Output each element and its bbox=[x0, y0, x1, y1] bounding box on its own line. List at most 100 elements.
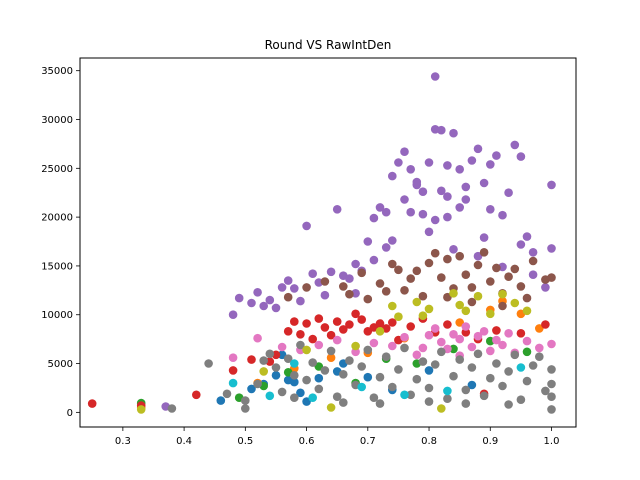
scatter-point bbox=[486, 309, 495, 319]
scatter-point bbox=[461, 385, 471, 395]
scatter-point bbox=[504, 329, 513, 338]
scatter-point bbox=[492, 335, 501, 345]
scatter-point bbox=[394, 265, 403, 275]
scatter-point bbox=[259, 301, 269, 311]
scatter-point bbox=[443, 292, 452, 302]
scatter-point bbox=[467, 363, 477, 372]
scatter-point bbox=[345, 289, 354, 299]
scatter-point bbox=[437, 404, 446, 413]
scatter-point bbox=[528, 248, 538, 257]
scatter-point bbox=[504, 367, 513, 376]
data-points bbox=[87, 72, 556, 414]
scatter-point bbox=[290, 377, 299, 387]
scatter-point bbox=[87, 399, 97, 408]
scatter-point bbox=[339, 370, 348, 379]
scatter-point bbox=[406, 390, 416, 400]
scatter-point bbox=[522, 306, 532, 316]
scatter-point bbox=[486, 160, 495, 169]
scatter-point bbox=[516, 282, 526, 291]
scatter-point bbox=[290, 284, 299, 293]
scatter-point bbox=[357, 268, 367, 278]
scatter-point bbox=[375, 203, 385, 212]
scatter-point bbox=[400, 147, 409, 156]
scatter-point bbox=[418, 209, 428, 219]
scatter-point bbox=[357, 362, 367, 371]
axis-ticks: 0.3 0.4 0.5 0.6 0.7 0.8 0.9 1.0 0 5000 10000 15000 2… bbox=[41, 66, 559, 447]
scatter-point bbox=[339, 325, 348, 334]
scatter-point bbox=[253, 379, 262, 389]
x-tick-label: 1.0 bbox=[544, 436, 560, 447]
scatter-point bbox=[492, 326, 501, 335]
scatter-point bbox=[388, 301, 397, 311]
scatter-point bbox=[437, 347, 446, 357]
scatter-point bbox=[363, 372, 373, 382]
scatter-point bbox=[369, 393, 379, 403]
y-tick-label: 20000 bbox=[41, 213, 73, 224]
scatter-point bbox=[381, 243, 391, 252]
scatter-point bbox=[375, 399, 385, 408]
scatter-point bbox=[247, 384, 256, 394]
scatter-point bbox=[400, 332, 409, 342]
scatter-point bbox=[388, 341, 397, 351]
scatter-point bbox=[418, 343, 428, 353]
scatter-point bbox=[296, 330, 305, 339]
scatter-point bbox=[455, 251, 465, 261]
scatter-point bbox=[283, 292, 293, 302]
scatter-point bbox=[418, 187, 428, 196]
scatter-point bbox=[412, 374, 422, 384]
scatter-point bbox=[541, 386, 550, 396]
scatter-point bbox=[400, 286, 409, 295]
scatter-point bbox=[547, 273, 556, 282]
scatter-point bbox=[443, 161, 452, 170]
scatter-point bbox=[369, 323, 379, 332]
scatter-point bbox=[455, 355, 465, 364]
scatter-point bbox=[290, 359, 299, 368]
scatter-point bbox=[363, 237, 373, 246]
scatter-point bbox=[357, 382, 367, 392]
scatter-point bbox=[498, 381, 507, 391]
x-tick-label: 0.4 bbox=[176, 436, 192, 447]
scatter-point bbox=[192, 390, 201, 400]
plot-area-frame bbox=[79, 57, 577, 428]
scatter-point bbox=[308, 358, 318, 367]
scatter-point bbox=[547, 392, 556, 402]
scatter-point bbox=[345, 274, 354, 283]
scatter-point bbox=[467, 297, 477, 307]
scatter-point bbox=[375, 319, 385, 328]
x-tick-label: 0.5 bbox=[237, 436, 253, 447]
scatter-point bbox=[498, 289, 507, 299]
scatter-point bbox=[406, 322, 416, 331]
scatter-point bbox=[547, 379, 556, 389]
scatter-point bbox=[449, 289, 458, 298]
scatter-point bbox=[437, 337, 446, 347]
scatter-point bbox=[461, 182, 471, 192]
scatter-point bbox=[479, 248, 489, 257]
scatter-point bbox=[424, 366, 434, 375]
scatter-point bbox=[455, 334, 465, 344]
scatter-point bbox=[516, 363, 526, 372]
scatter-point bbox=[412, 297, 422, 307]
scatter-point bbox=[473, 291, 483, 301]
y-tick-label: 10000 bbox=[41, 310, 73, 321]
scatter-point bbox=[369, 338, 379, 348]
scatter-point bbox=[461, 195, 471, 204]
scatter-point bbox=[302, 345, 311, 355]
scatter-point bbox=[381, 207, 391, 217]
scatter-point bbox=[522, 376, 532, 386]
scatter-point bbox=[424, 304, 434, 314]
scatter-point bbox=[259, 356, 269, 365]
scatter-point bbox=[302, 319, 311, 328]
scatter-point bbox=[437, 186, 446, 196]
scatter-point bbox=[449, 371, 458, 381]
scatter-point bbox=[547, 405, 556, 414]
scatter-point bbox=[332, 392, 342, 402]
scatter-point bbox=[492, 151, 501, 160]
scatter-point bbox=[528, 361, 538, 370]
scatter-point bbox=[541, 283, 550, 292]
scatter-point bbox=[406, 165, 416, 174]
scatter-point bbox=[228, 310, 238, 320]
x-tick-label: 0.7 bbox=[360, 436, 376, 447]
scatter-point bbox=[443, 254, 452, 264]
scatter-point bbox=[504, 400, 513, 409]
scatter-point bbox=[290, 371, 299, 380]
